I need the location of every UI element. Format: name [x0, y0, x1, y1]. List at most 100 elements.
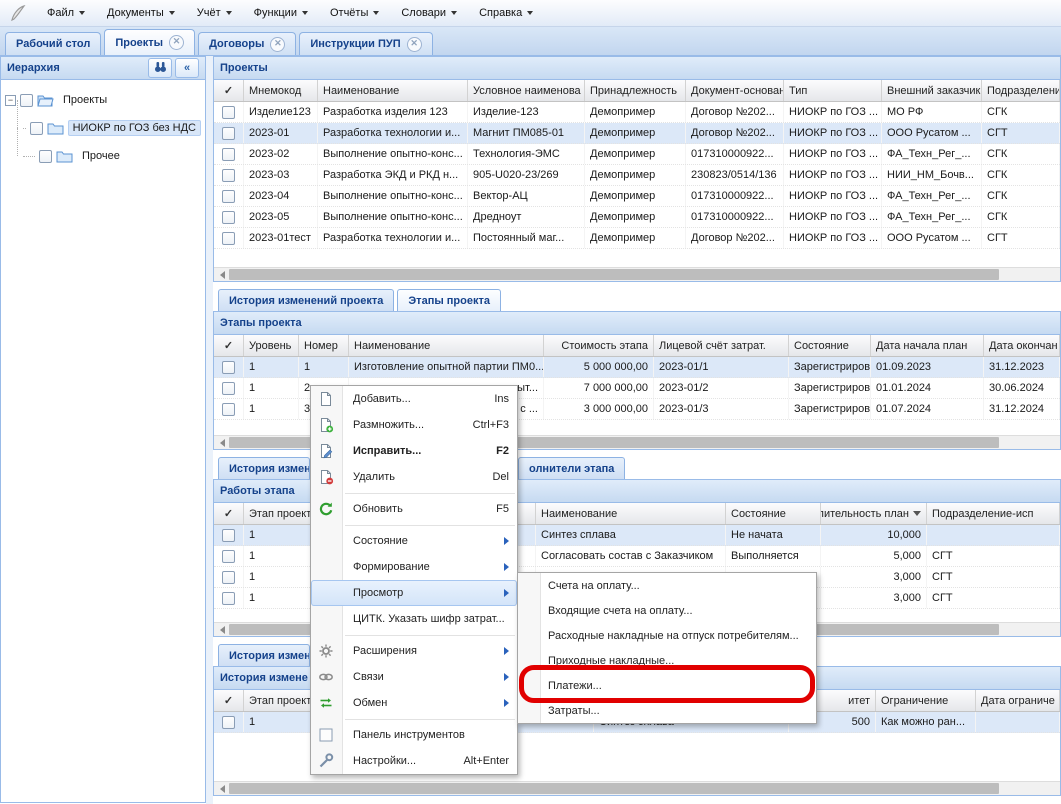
column-header[interactable]: Подразделение-исп	[927, 503, 1060, 524]
column-header[interactable]: Документ-основан	[686, 80, 784, 101]
collapse-sidebar-button[interactable]: «	[175, 58, 199, 78]
menu-item[interactable]: Затраты...	[518, 698, 816, 723]
search-button[interactable]	[148, 58, 172, 78]
column-header[interactable]: Состояние	[789, 335, 871, 356]
menu-item[interactable]: Состояние	[311, 528, 517, 554]
tab[interactable]: История измен	[218, 644, 310, 666]
column-header[interactable]	[407, 503, 536, 524]
menu-item[interactable]: Расширения	[311, 638, 517, 664]
table-row[interactable]: 2023-04 Выполнение опытно-конс... Вектор-А…	[214, 186, 1060, 207]
row-checkbox[interactable]	[222, 360, 235, 374]
table-row[interactable]: Изделие123 Разработка изделия 123 Изделие-…	[214, 102, 1060, 123]
column-header[interactable]: Тип	[784, 80, 882, 101]
tab[interactable]: Инструкции ПУП ✕	[299, 32, 433, 55]
menu-item[interactable]: Счета на оплату...	[518, 573, 816, 598]
row-checkbox[interactable]	[222, 402, 235, 416]
menubar-item[interactable]: Файл	[36, 3, 96, 23]
table-row[interactable]: 2023-03 Разработка ЭКД и РКД н... 905-U020…	[214, 165, 1060, 186]
menu-item[interactable]: Настройки... Alt+Enter	[311, 748, 517, 774]
column-header[interactable]: Номер	[299, 335, 349, 356]
row-checkbox[interactable]	[222, 147, 235, 161]
row-checkbox[interactable]	[222, 591, 235, 605]
column-header[interactable]: Внешний заказчик	[882, 80, 982, 101]
column-header[interactable]: Принадлежность	[585, 80, 686, 101]
menu-item[interactable]: Исправить... F2	[311, 438, 517, 464]
tab[interactable]: олнители этапа	[518, 457, 626, 479]
row-checkbox[interactable]	[222, 189, 235, 203]
menu-item[interactable]: Панель инструментов	[311, 722, 517, 748]
menubar-item[interactable]: Функции	[243, 3, 319, 23]
menubar-item[interactable]: Учёт	[186, 3, 243, 23]
scroll-left-icon[interactable]	[220, 270, 225, 279]
menu-item[interactable]: Формирование	[311, 554, 517, 580]
row-checkbox[interactable]	[222, 231, 235, 245]
table-row[interactable]: 2023-01тест Разработка технологии и... Пос…	[214, 228, 1060, 249]
menu-item[interactable]: Добавить... Ins	[311, 386, 517, 412]
menu-item[interactable]: Входящие счета на оплату...	[518, 598, 816, 623]
tree-node-root[interactable]: − Проекты	[5, 86, 201, 114]
tree-checkbox[interactable]	[39, 149, 52, 163]
tab[interactable]: Договоры ✕	[198, 32, 297, 55]
tree-node-label[interactable]: Прочее	[82, 150, 120, 162]
menu-item[interactable]: Расходные накладные на отпуск потребител…	[518, 623, 816, 648]
menu-item[interactable]: Обмен	[311, 690, 517, 716]
tree-checkbox[interactable]	[29, 121, 43, 135]
menu-item[interactable]: Удалить Del	[311, 464, 517, 490]
menubar-item[interactable]: Отчёты	[319, 3, 390, 23]
tree-node[interactable]: НИОКР по ГОЗ без НДС	[5, 100, 201, 142]
column-header[interactable]: Наименование	[318, 80, 468, 101]
table-row[interactable]: 2023-05 Выполнение опытно-конс... Дредноут…	[214, 207, 1060, 228]
menubar-item[interactable]: Документы	[96, 3, 186, 23]
tree-node-label[interactable]: Проекты	[63, 94, 108, 106]
table-row[interactable]: 2023-02 Выполнение опытно-конс... Технолог…	[214, 144, 1060, 165]
tab[interactable]: Этапы проекта	[397, 289, 501, 311]
select-all-header[interactable]: ✓	[214, 80, 244, 101]
column-header[interactable]: Наименование	[349, 335, 544, 356]
tab[interactable]: Рабочий стол	[5, 32, 102, 55]
scrollbar-thumb[interactable]	[229, 437, 999, 448]
horizontal-scrollbar[interactable]	[214, 781, 1060, 795]
scroll-left-icon[interactable]	[220, 784, 225, 793]
column-header[interactable]: Подразделени	[982, 80, 1060, 101]
column-header[interactable]: Длительность план	[821, 503, 927, 524]
scrollbar-thumb[interactable]	[229, 783, 999, 794]
column-header[interactable]: Дата ограниче	[976, 690, 1060, 711]
table-row[interactable]: 1 1 Изготовление опытной партии ПМ0... 5 00…	[214, 357, 1060, 378]
tab-close-icon[interactable]: ✕	[169, 35, 185, 50]
menu-item[interactable]: Связи	[311, 664, 517, 690]
menubar-item[interactable]: Справка	[468, 3, 544, 23]
menu-item[interactable]: Размножить... Ctrl+F3	[311, 412, 517, 438]
tab[interactable]: История измен	[218, 457, 310, 479]
scroll-left-icon[interactable]	[220, 625, 225, 634]
menu-item[interactable]: Платежи...	[518, 673, 816, 698]
tab-close-icon[interactable]: ✕	[406, 36, 422, 52]
column-header[interactable]: Дата окончан	[984, 335, 1060, 356]
row-checkbox[interactable]	[222, 210, 235, 224]
row-checkbox[interactable]	[222, 570, 235, 584]
scrollbar-thumb[interactable]	[229, 269, 999, 280]
row-checkbox[interactable]	[222, 168, 235, 182]
row-checkbox[interactable]	[222, 528, 235, 542]
column-header[interactable]: Ограничение	[876, 690, 976, 711]
scroll-left-icon[interactable]	[220, 438, 225, 447]
menu-item[interactable]: Приходные накладные...	[518, 648, 816, 673]
row-checkbox[interactable]	[222, 381, 235, 395]
column-header[interactable]: Дата начала план	[871, 335, 984, 356]
column-header[interactable]: Лицевой счёт затрат.	[654, 335, 789, 356]
tree-node-label[interactable]: НИОКР по ГОЗ без НДС	[67, 120, 201, 136]
row-checkbox[interactable]	[222, 126, 235, 140]
column-header[interactable]: итет	[789, 690, 876, 711]
tree-checkbox[interactable]	[20, 93, 33, 107]
select-all-header[interactable]: ✓	[214, 503, 244, 524]
menu-item[interactable]: Просмотр	[311, 580, 517, 606]
table-row[interactable]: 2023-01 Разработка технологии и... Магнит …	[214, 123, 1060, 144]
row-checkbox[interactable]	[222, 105, 235, 119]
column-header[interactable]: Уровень	[244, 335, 299, 356]
tab[interactable]: История изменений проекта	[218, 289, 395, 311]
column-header[interactable]: Наименование	[536, 503, 726, 524]
select-all-header[interactable]: ✓	[214, 690, 244, 711]
menu-item[interactable]: ЦИТК. Указать шифр затрат...	[311, 606, 517, 632]
horizontal-scrollbar[interactable]	[214, 267, 1060, 281]
tree-node[interactable]: Прочее	[5, 128, 201, 170]
column-header[interactable]: Мнемокод	[244, 80, 318, 101]
